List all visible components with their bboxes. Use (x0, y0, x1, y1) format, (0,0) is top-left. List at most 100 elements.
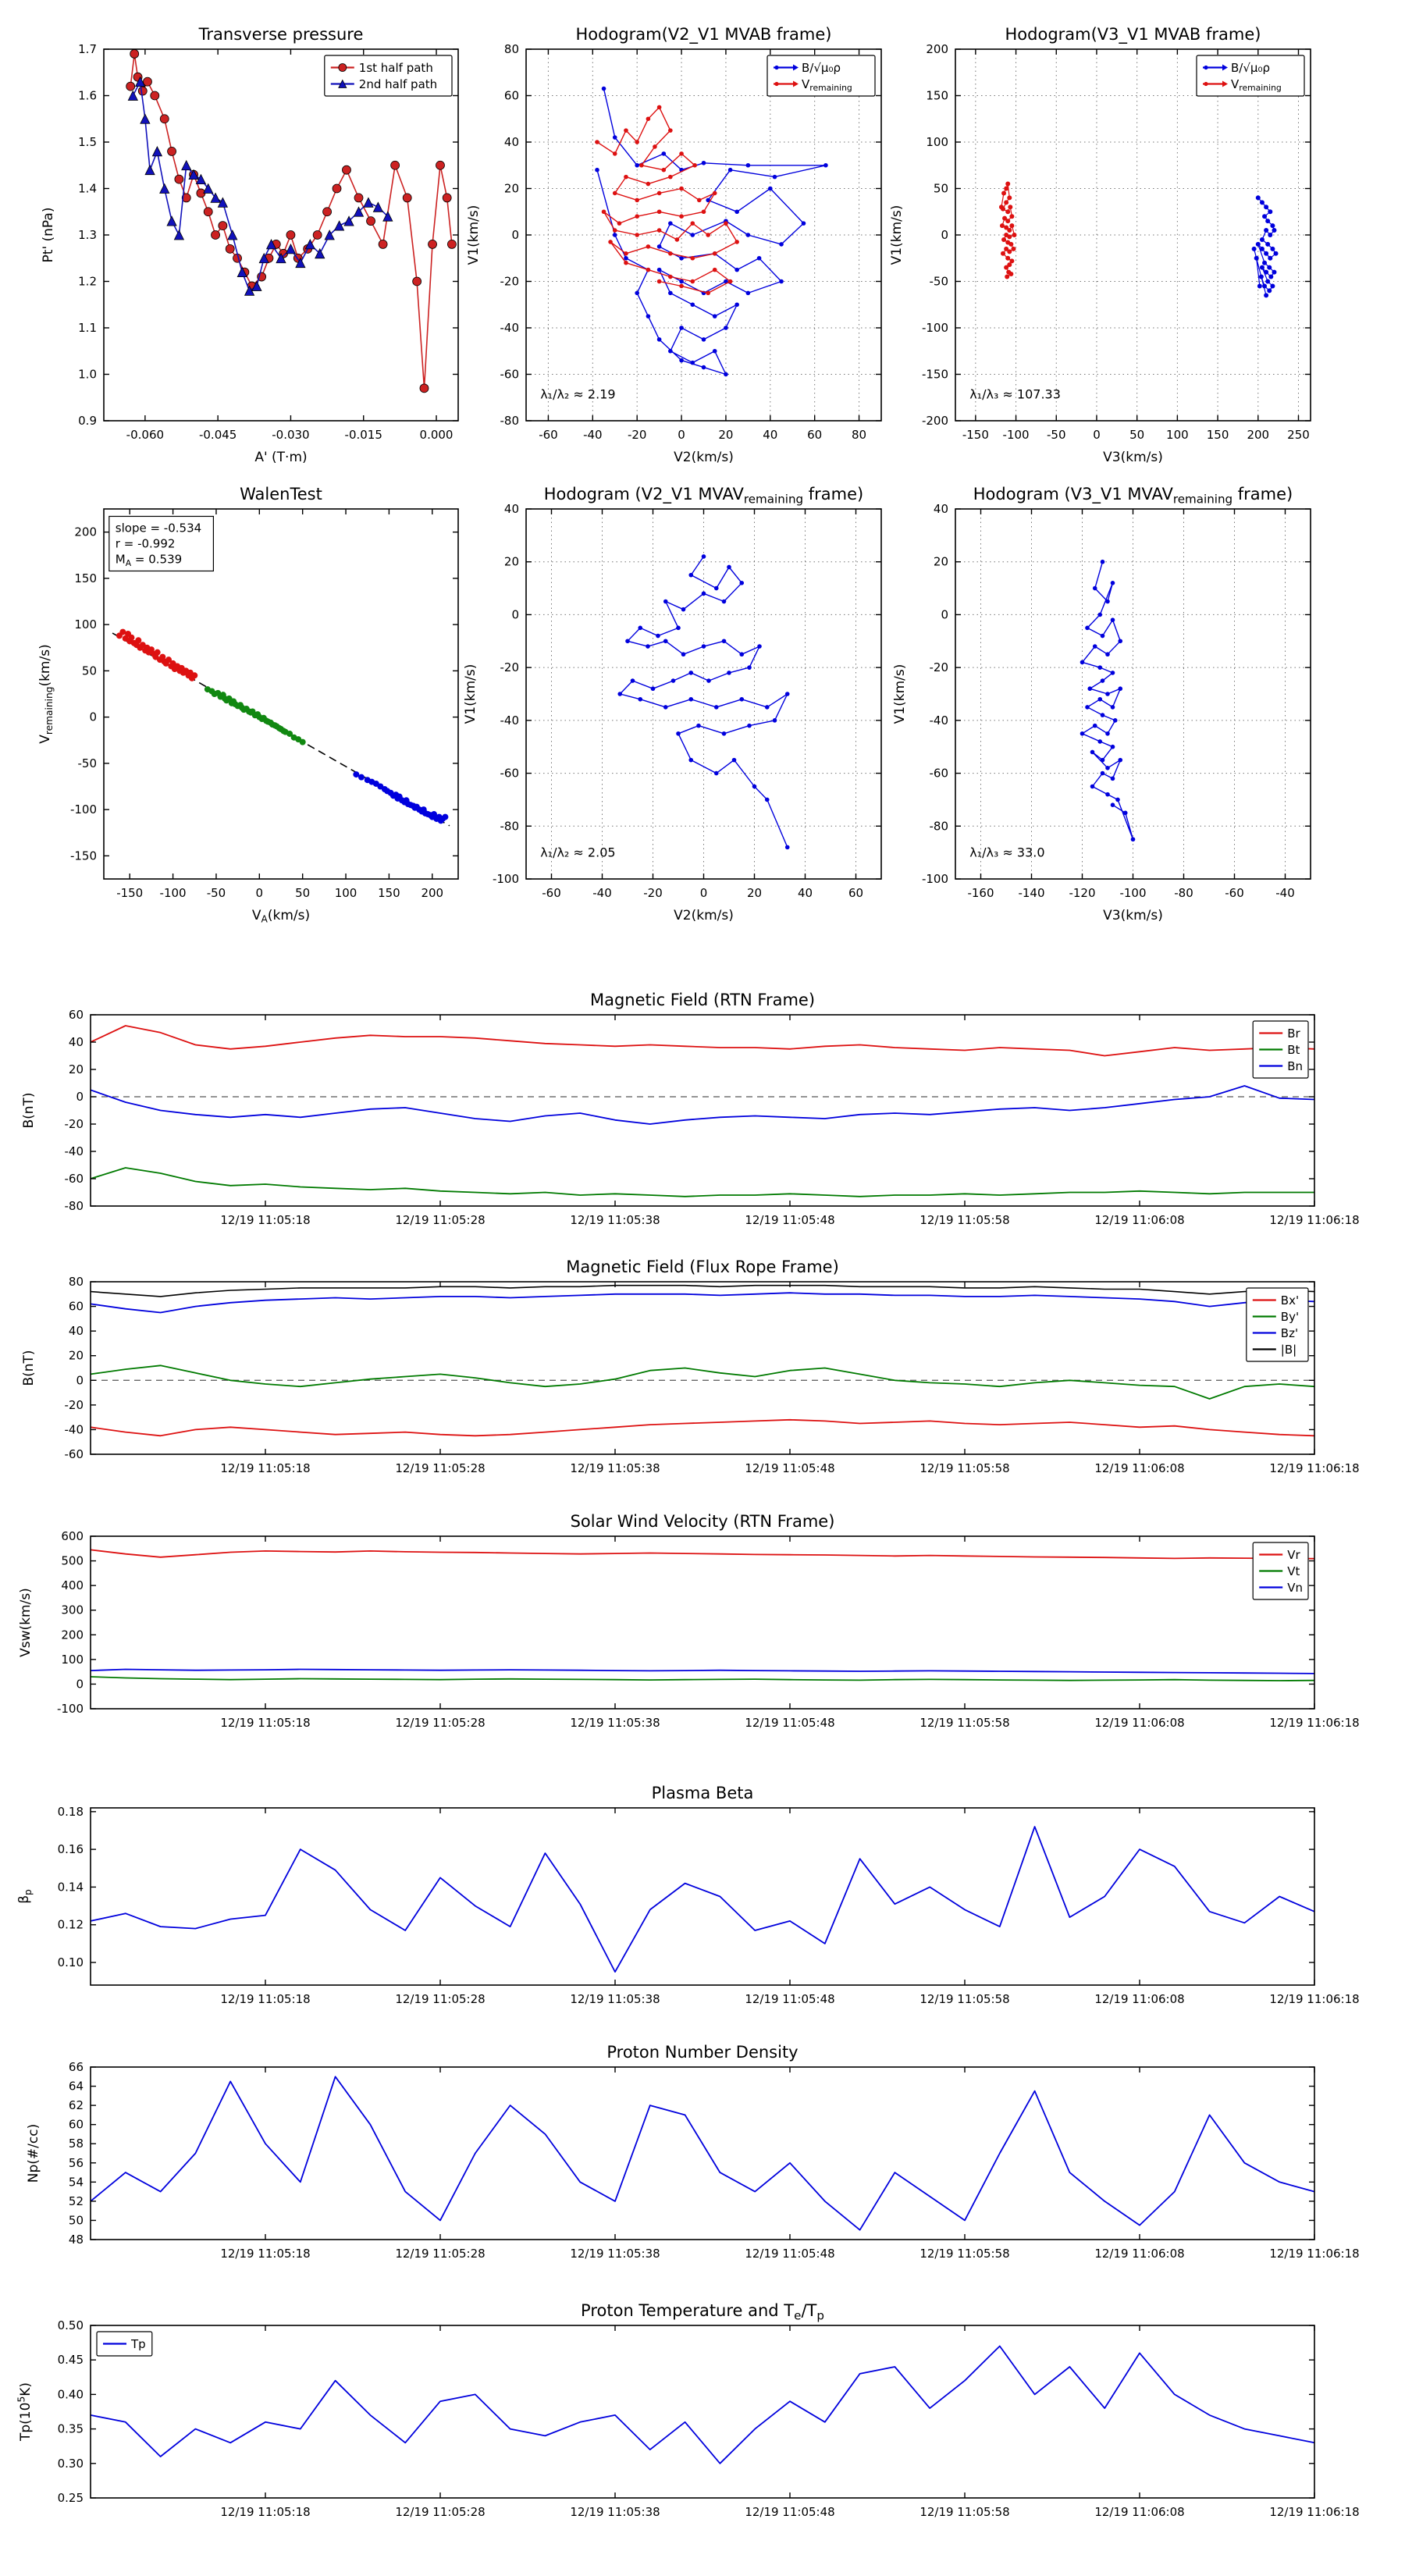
y-tick-label: 80 (69, 1275, 84, 1289)
y-tick-label: -80 (65, 1199, 84, 1213)
y-tick-label: 1.4 (78, 182, 97, 196)
y-tick-label: -100 (70, 802, 97, 817)
y-tick-label: 150 (926, 89, 948, 103)
y-tick-label: 40 (504, 135, 519, 149)
x-tick-label: 12/19 11:05:58 (919, 1716, 1009, 1730)
y-tick-label: 80 (504, 42, 519, 56)
legend-label: |B| (1281, 1343, 1297, 1357)
x-tick-label: -100 (1119, 886, 1146, 900)
x-tick-label: -150 (116, 886, 143, 900)
y-tick-label: 400 (61, 1578, 84, 1592)
y-tick-label: -100 (493, 872, 519, 886)
y-tick-label: -80 (500, 819, 520, 833)
y-tick-label: -40 (65, 1144, 84, 1158)
y-tick-label: -40 (65, 1422, 84, 1436)
y-tick-label: 40 (69, 1035, 84, 1049)
y-tick-label: 40 (504, 502, 519, 516)
x-tick-label: 12/19 11:05:58 (919, 2505, 1009, 2519)
x-tick-label: 12/19 11:05:38 (570, 1716, 660, 1730)
x-tick-label: 12/19 11:05:48 (745, 1716, 834, 1730)
y-tick-label: -40 (500, 713, 520, 728)
chart-title: Plasma Beta (652, 1784, 754, 1802)
y-tick-label: -20 (65, 1117, 84, 1131)
x-tick-label: 12/19 11:06:08 (1094, 1992, 1184, 2006)
chart-solar-wind-velocity: 12/19 11:05:18 12/19 11:05:28 12/19 11:05:… (18, 1512, 1360, 1730)
y-tick-label: -40 (500, 321, 520, 335)
y-tick-label: 48 (69, 2233, 84, 2247)
chart-title: Hodogram (V2_V1 MVAVremaining frame) (544, 485, 864, 507)
x-axis-label: V3(km/s) (1103, 450, 1163, 465)
x-tick-label: 12/19 11:05:38 (570, 1213, 660, 1227)
y-axis-label: Vremaining(km/s) (37, 644, 55, 743)
y-tick-label: 200 (926, 42, 948, 56)
legend-box (324, 55, 453, 97)
y-tick-label: 60 (504, 89, 519, 103)
x-tick-label: -60 (539, 428, 558, 442)
x-tick-label: 12/19 11:05:28 (395, 1992, 485, 2006)
y-tick-label: 0 (941, 228, 948, 242)
legend-label: Bn (1287, 1059, 1303, 1073)
x-tick-label: 0 (678, 428, 685, 442)
x-tick-label: 200 (1247, 428, 1269, 442)
x-tick-label: 12/19 11:05:18 (220, 1992, 310, 2006)
y-axis-label: V1(km/s) (466, 205, 482, 265)
x-tick-label: 250 (1287, 428, 1310, 442)
y-tick-label: 0.40 (58, 2387, 84, 2401)
x-tick-label: 0 (256, 886, 264, 900)
x-tick-label: 12/19 11:05:28 (395, 1213, 485, 1227)
x-tick-label: 12/19 11:05:38 (570, 1461, 660, 1475)
y-tick-label: 1.0 (78, 368, 97, 382)
x-tick-label: -100 (160, 886, 187, 900)
x-tick-label: 12/19 11:06:08 (1094, 2505, 1184, 2519)
y-tick-label: -20 (65, 1398, 84, 1412)
y-tick-label: 0 (76, 1677, 84, 1691)
y-tick-label: 20 (69, 1349, 84, 1363)
y-tick-label: -60 (500, 368, 520, 382)
x-tick-label: 12/19 11:05:18 (220, 1461, 310, 1475)
y-tick-label: -40 (930, 713, 949, 728)
y-axis-label: B(nT) (21, 1350, 37, 1386)
x-tick-label: 12/19 11:05:48 (745, 2505, 834, 2519)
x-tick-label: -60 (542, 886, 561, 900)
y-tick-label: 62 (69, 2098, 84, 2112)
stats-line: r = -0.992 (116, 536, 176, 550)
y-tick-label: 40 (69, 1324, 84, 1338)
chart-hodogram-v2v1-mvav: -60 -40 -20 0 20 40 60 -100 -80 -60 -40 -20 0 20 40 Hod… (463, 485, 882, 923)
y-tick-label: 0 (511, 228, 519, 242)
x-tick-label: -40 (583, 428, 603, 442)
legend-label: By' (1281, 1310, 1299, 1324)
y-tick-label: 0.12 (58, 1918, 84, 1932)
y-tick-label: 1.1 (78, 321, 97, 335)
y-tick-label: 0.16 (58, 1842, 84, 1856)
chart-hodogram-v3v1-mvav: -160 -140 -120 -100 -80 -60 -40 -100 -80 -60 -40 -2… (892, 485, 1311, 923)
x-tick-label: -150 (962, 428, 989, 442)
chart-title: WalenTest (240, 485, 322, 503)
y-tick-label: -60 (65, 1447, 84, 1461)
y-tick-label: -20 (930, 660, 949, 674)
y-tick-label: 50 (69, 2213, 84, 2227)
y-tick-label: -50 (930, 275, 949, 289)
x-axis-label: VA(km/s) (252, 908, 310, 925)
chart-title: Solar Wind Velocity (RTN Frame) (571, 1512, 835, 1531)
y-tick-label: -60 (930, 767, 949, 781)
y-axis-label: B(nT) (21, 1092, 37, 1128)
y-tick-label: 100 (61, 1653, 84, 1667)
x-tick-label: -50 (1047, 428, 1066, 442)
x-tick-label: -160 (967, 886, 994, 900)
stats-line: slope = -0.534 (116, 521, 201, 535)
x-tick-label: -0.030 (272, 428, 309, 442)
x-tick-label: 12/19 11:05:48 (745, 1213, 834, 1227)
y-tick-label: 0.30 (58, 2457, 84, 2471)
chart-title: Hodogram (V3_V1 MVAVremaining frame) (973, 485, 1293, 507)
x-tick-label: 12/19 11:05:58 (919, 1992, 1009, 2006)
x-tick-label: 0 (1093, 428, 1101, 442)
y-tick-label: 0.10 (58, 1955, 84, 1969)
x-tick-label: 12/19 11:05:18 (220, 1213, 310, 1227)
chart-hodogram-v3v1-mvab: -150 -100 -50 0 50 100 150 200 250 -200 -150 -100 -5… (889, 25, 1311, 465)
y-tick-label: 20 (504, 182, 519, 196)
legend-label: Bz' (1281, 1326, 1298, 1340)
x-tick-label: 12/19 11:06:18 (1269, 2505, 1359, 2519)
chart-title: Proton Number Density (606, 2043, 798, 2062)
x-tick-label: 200 (421, 886, 443, 900)
y-tick-label: -150 (70, 849, 97, 863)
